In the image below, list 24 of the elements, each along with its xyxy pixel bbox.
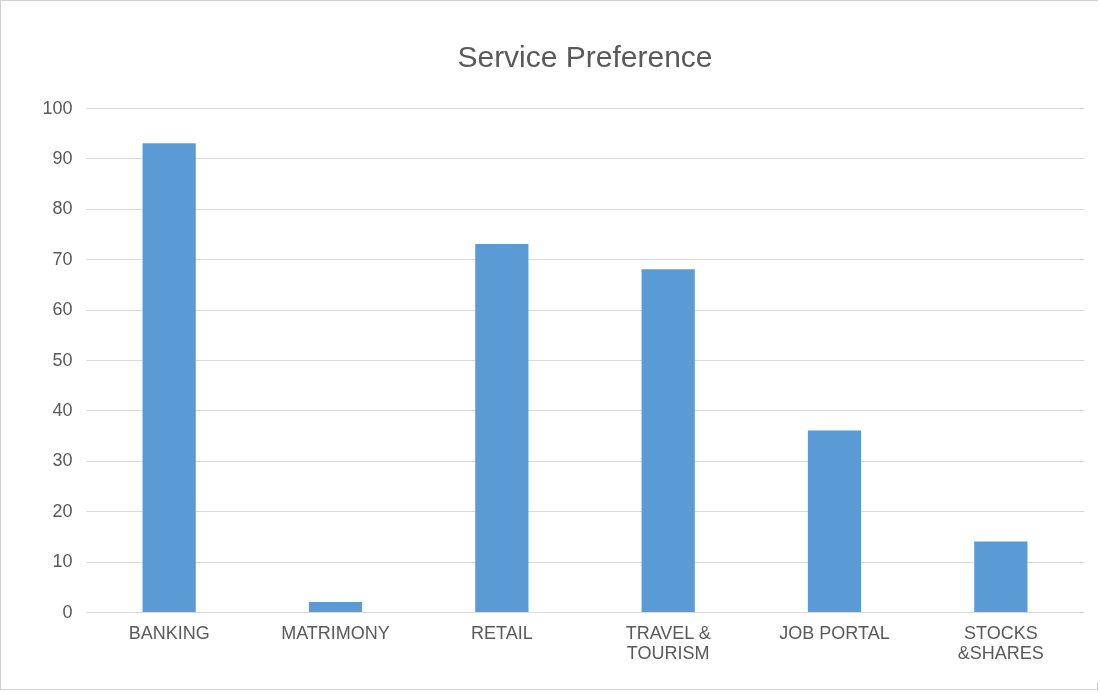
bar	[475, 244, 529, 612]
bar	[974, 541, 1028, 612]
y-tick-label: 70	[52, 248, 73, 269]
y-tick-label: 80	[52, 198, 73, 219]
x-tick-label: RETAIL	[470, 622, 533, 643]
x-tick-label: BANKING	[128, 622, 210, 643]
bar	[641, 269, 695, 612]
y-tick-label: 30	[52, 450, 73, 471]
y-tick-label: 90	[52, 147, 73, 168]
x-tick-label: MATRIMONY	[281, 622, 390, 643]
bar	[807, 430, 862, 612]
chart-title: Service Preference	[457, 40, 713, 73]
bar	[142, 143, 196, 612]
x-tick-label: JOB PORTAL	[779, 622, 890, 643]
y-tick-label: 60	[52, 299, 73, 320]
bar	[308, 601, 363, 612]
y-tick-label: 0	[62, 601, 73, 622]
y-tick-label: 40	[52, 399, 73, 420]
y-tick-label: 10	[52, 551, 73, 572]
y-tick-label: 100	[42, 97, 73, 118]
x-tick-label: STOCKS &SHARES	[957, 622, 1044, 663]
y-tick-label: 20	[52, 500, 73, 521]
y-tick-label: 50	[52, 349, 73, 370]
x-tick-label: TRAVEL & TOURISM	[625, 622, 711, 663]
